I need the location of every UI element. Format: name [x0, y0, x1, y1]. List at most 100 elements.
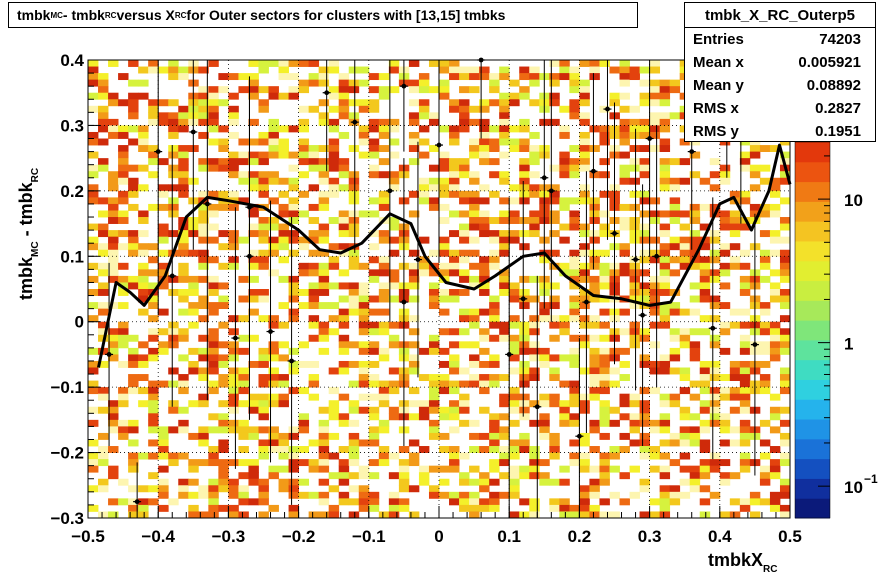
heatmap-cell	[238, 315, 249, 323]
heatmap-cell	[729, 230, 741, 238]
heatmap-cell	[769, 413, 781, 421]
heatmap-cell	[509, 210, 520, 218]
heatmap-cell	[118, 393, 129, 401]
heatmap-cell	[278, 138, 289, 146]
heatmap-cell	[779, 223, 791, 231]
heatmap-cell	[439, 491, 450, 499]
heatmap-cell	[278, 210, 289, 218]
heatmap-cell	[569, 302, 580, 310]
heatmap-cell	[228, 511, 239, 519]
heatmap-cell	[599, 321, 610, 329]
heatmap-cell	[208, 289, 219, 296]
heatmap-cell	[669, 269, 681, 277]
heatmap-cell	[368, 360, 380, 368]
heatmap-cell	[759, 360, 771, 368]
heatmap-cell	[188, 275, 199, 283]
heatmap-cell	[619, 118, 630, 126]
heatmap-cell	[158, 426, 169, 434]
heatmap-cell	[569, 308, 580, 316]
heatmap-cell	[589, 360, 600, 368]
heatmap-cell	[589, 275, 600, 283]
heatmap-cell	[629, 426, 640, 434]
heatmap-cell	[589, 73, 600, 81]
x-tick-label: 0.2	[568, 527, 592, 546]
heatmap-cell	[218, 439, 229, 447]
heatmap-cell	[469, 105, 480, 113]
heatmap-cell	[328, 256, 340, 264]
heatmap-cell	[449, 249, 460, 257]
heatmap-cell	[549, 73, 560, 81]
heatmap-cell	[499, 197, 510, 205]
heatmap-cell	[208, 478, 219, 486]
palette-cell	[795, 379, 830, 400]
heatmap-cell	[198, 374, 209, 381]
heatmap-cell	[569, 73, 580, 81]
heatmap-cell	[428, 203, 440, 211]
heatmap-cell	[88, 347, 99, 355]
heatmap-cell	[619, 79, 630, 87]
heatmap-cell	[779, 387, 791, 395]
heatmap-cell	[459, 289, 470, 296]
heatmap-cell	[258, 171, 269, 179]
heatmap-cell	[238, 138, 249, 146]
heatmap-cell	[639, 256, 650, 264]
heatmap-cell	[489, 491, 500, 499]
heatmap-cell	[338, 491, 350, 499]
heatmap-cell	[539, 315, 550, 323]
heatmap-cell	[769, 459, 781, 467]
heatmap-cell	[439, 217, 450, 224]
heatmap-cell	[599, 432, 610, 440]
heatmap-cell	[148, 243, 159, 251]
heatmap-cell	[178, 406, 189, 414]
heatmap-cell	[278, 400, 289, 408]
heatmap-cell	[699, 203, 711, 211]
heatmap-cell	[729, 472, 741, 480]
heatmap-cell	[118, 400, 129, 408]
heatmap-cell	[308, 158, 320, 166]
heatmap-cell	[348, 190, 360, 198]
heatmap-cell	[418, 73, 430, 81]
heatmap-cell	[509, 393, 520, 401]
heatmap-cell	[378, 145, 390, 152]
heatmap-cell	[469, 315, 480, 323]
heatmap-cell	[338, 86, 350, 94]
heatmap-cell	[408, 459, 420, 467]
heatmap-cell	[469, 138, 480, 146]
heatmap-cell	[318, 197, 330, 205]
heatmap-cell	[408, 158, 420, 166]
heatmap-cell	[408, 485, 420, 493]
heatmap-cell	[479, 347, 490, 355]
heatmap-cell	[759, 439, 771, 447]
palette-cell	[795, 458, 830, 479]
heatmap-cell	[469, 223, 480, 231]
heatmap-cell	[288, 230, 299, 238]
heatmap-cell	[198, 367, 209, 375]
heatmap-cell	[228, 380, 239, 388]
heatmap-cell	[278, 223, 289, 231]
heatmap-cell	[408, 413, 420, 421]
heatmap-cell	[569, 164, 580, 172]
heatmap-cell	[639, 295, 650, 303]
heatmap-cell	[439, 190, 450, 198]
heatmap-cell	[699, 223, 711, 231]
heatmap-cell	[649, 112, 661, 120]
heatmap-cell	[549, 217, 560, 224]
heatmap-cell	[669, 177, 681, 185]
heatmap-cell	[228, 478, 239, 486]
heatmap-cell	[469, 360, 480, 368]
heatmap-cell	[689, 439, 701, 447]
heatmap-cell	[108, 131, 119, 139]
heatmap-cell	[168, 426, 179, 434]
heatmap-cell	[509, 341, 520, 349]
heatmap-cell	[529, 66, 540, 74]
heatmap-cell	[479, 158, 490, 166]
heatmap-cell	[529, 295, 540, 303]
palette-cell	[795, 498, 830, 519]
heatmap-cell	[378, 73, 390, 81]
heatmap-cell	[679, 367, 691, 375]
heatmap-cell	[699, 289, 711, 296]
heatmap-cell	[378, 158, 390, 166]
heatmap-cell	[769, 472, 781, 480]
heatmap-cell	[208, 491, 219, 499]
heatmap-cell	[489, 478, 500, 486]
